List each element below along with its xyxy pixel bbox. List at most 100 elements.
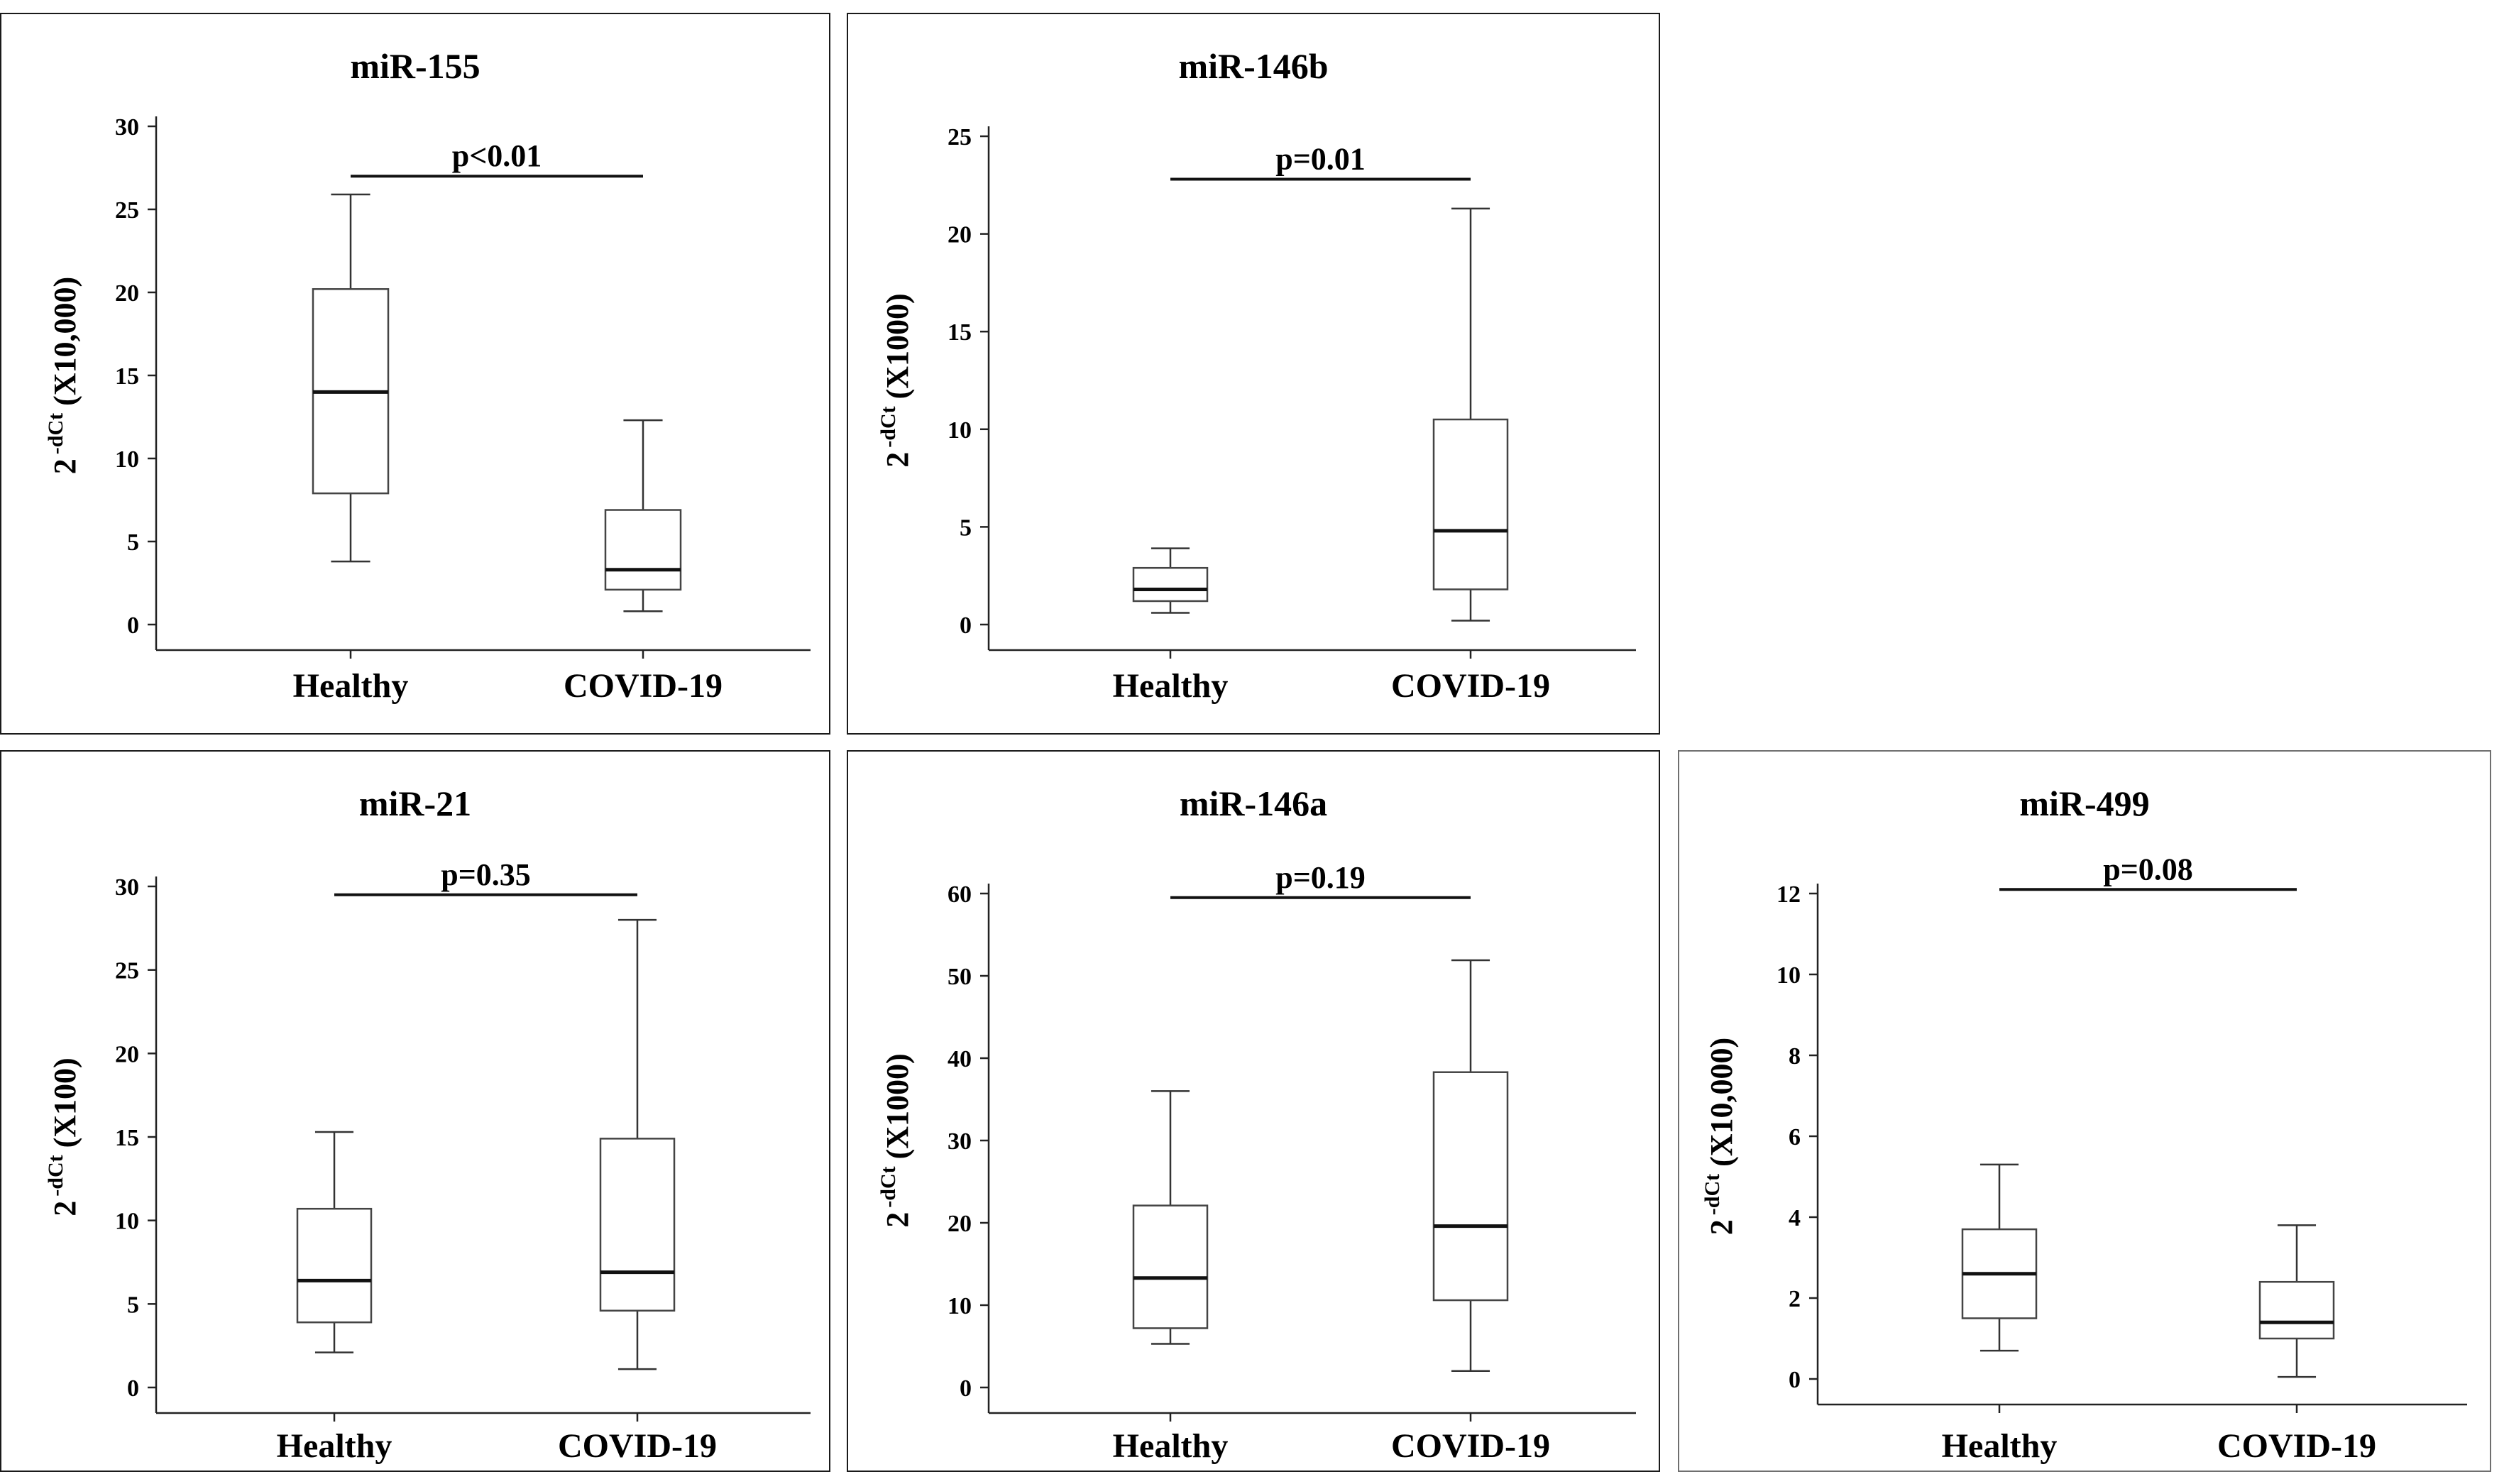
box-plot-mir-155: miR-155 0 5 10 15 20 25 30 2 -dCt (X10,000) Healthy… [44,46,811,705]
y-tick-label: 25 [115,197,139,224]
y-axis-label-unit: (X10,000) [1704,1038,1739,1167]
box-plot-mir-499: miR-499 0 2 4 6 8 10 12 2 -dCt (X10,000) Healthy COV… [1701,784,2467,1465]
p-value-label: p=0.01 [1275,142,1366,177]
chart-title: miR-499 [2019,784,2149,823]
x-category-label-covid-19: COVID-19 [2217,1427,2376,1465]
interquartile-box [2258,1280,2335,1340]
box-healthy [312,193,390,563]
y-tick-label: 15 [115,1125,139,1151]
y-axis-label-exponent: -dCt [877,1166,900,1207]
y-tick-label: 20 [948,1211,972,1237]
chart-title: miR-155 [350,46,480,86]
p-value-label: p=0.35 [441,857,531,892]
box-covid-19 [604,419,682,612]
box-healthy [296,1131,373,1353]
y-axis-label-unit: (X100) [48,1057,82,1148]
y-tick-label: 50 [948,964,972,990]
y-tick-label: 0 [960,1375,972,1402]
y-tick-label: 4 [1789,1205,1801,1231]
interquartile-box [1432,418,1509,590]
y-tick-label: 30 [115,114,139,141]
y-axis-label-base: 2 [1704,1219,1739,1235]
x-category-label-covid-19: COVID-19 [1391,667,1550,705]
y-tick-label: 10 [1777,962,1801,989]
y-axis-label-exponent: -dCt [44,413,67,454]
y-tick-label: 5 [960,515,972,541]
y-tick-label: 0 [1789,1367,1801,1393]
x-category-label-healthy: Healthy [1113,667,1229,705]
box-covid-19 [1432,959,1509,1373]
chart-panel-mir-146b: miR-146b 0 5 10 15 20 25 2 -dCt (X1000) Healthy COV… [847,13,1660,735]
y-axis-label-base: 2 [880,1212,915,1228]
y-tick-label: 25 [948,124,972,150]
y-tick-label: 20 [948,222,972,248]
x-category-label-healthy: Healthy [293,667,409,705]
y-axis-label: 2 -dCt (X100) [44,1057,82,1216]
p-value-label: p=0.19 [1275,860,1366,895]
y-tick-label: 25 [115,958,139,984]
y-axis-label: 2 -dCt (X1000) [877,1053,915,1227]
y-tick-label: 5 [127,1292,139,1318]
y-tick-label: 10 [115,1209,139,1235]
box-plot-mir-146b: miR-146b 0 5 10 15 20 25 2 -dCt (X1000) Healthy COV… [877,46,1636,705]
chart-title: miR-146b [1178,46,1328,86]
y-tick-label: 15 [948,319,972,346]
y-tick-label: 20 [115,1041,139,1067]
p-value-label: p=0.08 [2103,852,2193,886]
x-category-label-covid-19: COVID-19 [564,667,723,705]
chart-title: miR-146a [1180,784,1327,823]
y-tick-label: 0 [127,1375,139,1402]
x-category-label-covid-19: COVID-19 [1391,1427,1550,1465]
y-axis-label-exponent: -dCt [44,1155,67,1196]
y-axis-label-base: 2 [48,458,82,474]
y-axis-label-base: 2 [48,1201,82,1216]
y-axis-label-unit: (X10,000) [48,277,82,406]
interquartile-box [1432,1071,1509,1302]
y-tick-label: 30 [115,874,139,901]
box-healthy [1132,1090,1209,1345]
y-axis-label: 2 -dCt (X1000) [877,293,915,467]
y-axis-label-unit: (X1000) [880,1053,915,1159]
y-tick-label: 20 [115,280,139,307]
x-category-label-healthy: Healthy [277,1427,392,1465]
chart-panel-mir-155: miR-155 0 5 10 15 20 25 30 2 -dCt (X10,000) Healthy… [0,13,830,735]
box-plot-mir-146a: miR-146a 0 10 20 30 40 50 60 2 -dCt (X1000) Healthy… [877,784,1636,1465]
interquartile-box [1132,566,1209,603]
interquartile-box [296,1207,373,1324]
interquartile-box [599,1138,676,1312]
y-axis-label-exponent: -dCt [877,406,900,447]
y-tick-label: 8 [1789,1043,1801,1070]
x-category-label-healthy: Healthy [1942,1427,2058,1465]
y-axis-label-base: 2 [880,452,915,468]
box-plot-mir-21: miR-21 0 5 10 15 20 25 30 2 -dCt (X100) Healthy COVI… [44,784,811,1465]
y-axis-label: 2 -dCt (X10,000) [1701,1038,1739,1235]
y-axis-label-unit: (X1000) [880,293,915,399]
interquartile-box [1132,1204,1209,1329]
box-healthy [1132,547,1209,614]
interquartile-box [604,509,682,591]
x-category-label-healthy: Healthy [1113,1427,1229,1465]
y-tick-label: 2 [1789,1286,1801,1312]
y-tick-label: 6 [1789,1124,1801,1150]
box-covid-19 [599,918,676,1370]
y-tick-label: 10 [948,1293,972,1319]
y-tick-label: 60 [948,881,972,908]
y-tick-label: 40 [948,1046,972,1072]
x-category-label-covid-19: COVID-19 [558,1427,717,1465]
y-tick-label: 0 [127,612,139,639]
y-tick-label: 5 [127,529,139,556]
box-covid-19 [2258,1224,2335,1378]
y-tick-label: 0 [960,612,972,639]
p-value-label: p<0.01 [452,138,542,173]
y-tick-label: 10 [115,446,139,473]
chart-panel-mir-146a: miR-146a 0 10 20 30 40 50 60 2 -dCt (X1000) Healthy… [847,750,1660,1472]
y-tick-label: 10 [948,417,972,444]
chart-title: miR-21 [359,784,471,823]
y-axis-label-exponent: -dCt [1701,1174,1724,1215]
y-tick-label: 15 [115,363,139,390]
box-covid-19 [1432,207,1509,622]
chart-panel-mir-499: miR-499 0 2 4 6 8 10 12 2 -dCt (X10,000) Healthy COV… [1678,750,2491,1472]
y-tick-label: 12 [1777,881,1801,908]
box-healthy [1961,1163,2038,1352]
y-axis-label: 2 -dCt (X10,000) [44,277,82,474]
